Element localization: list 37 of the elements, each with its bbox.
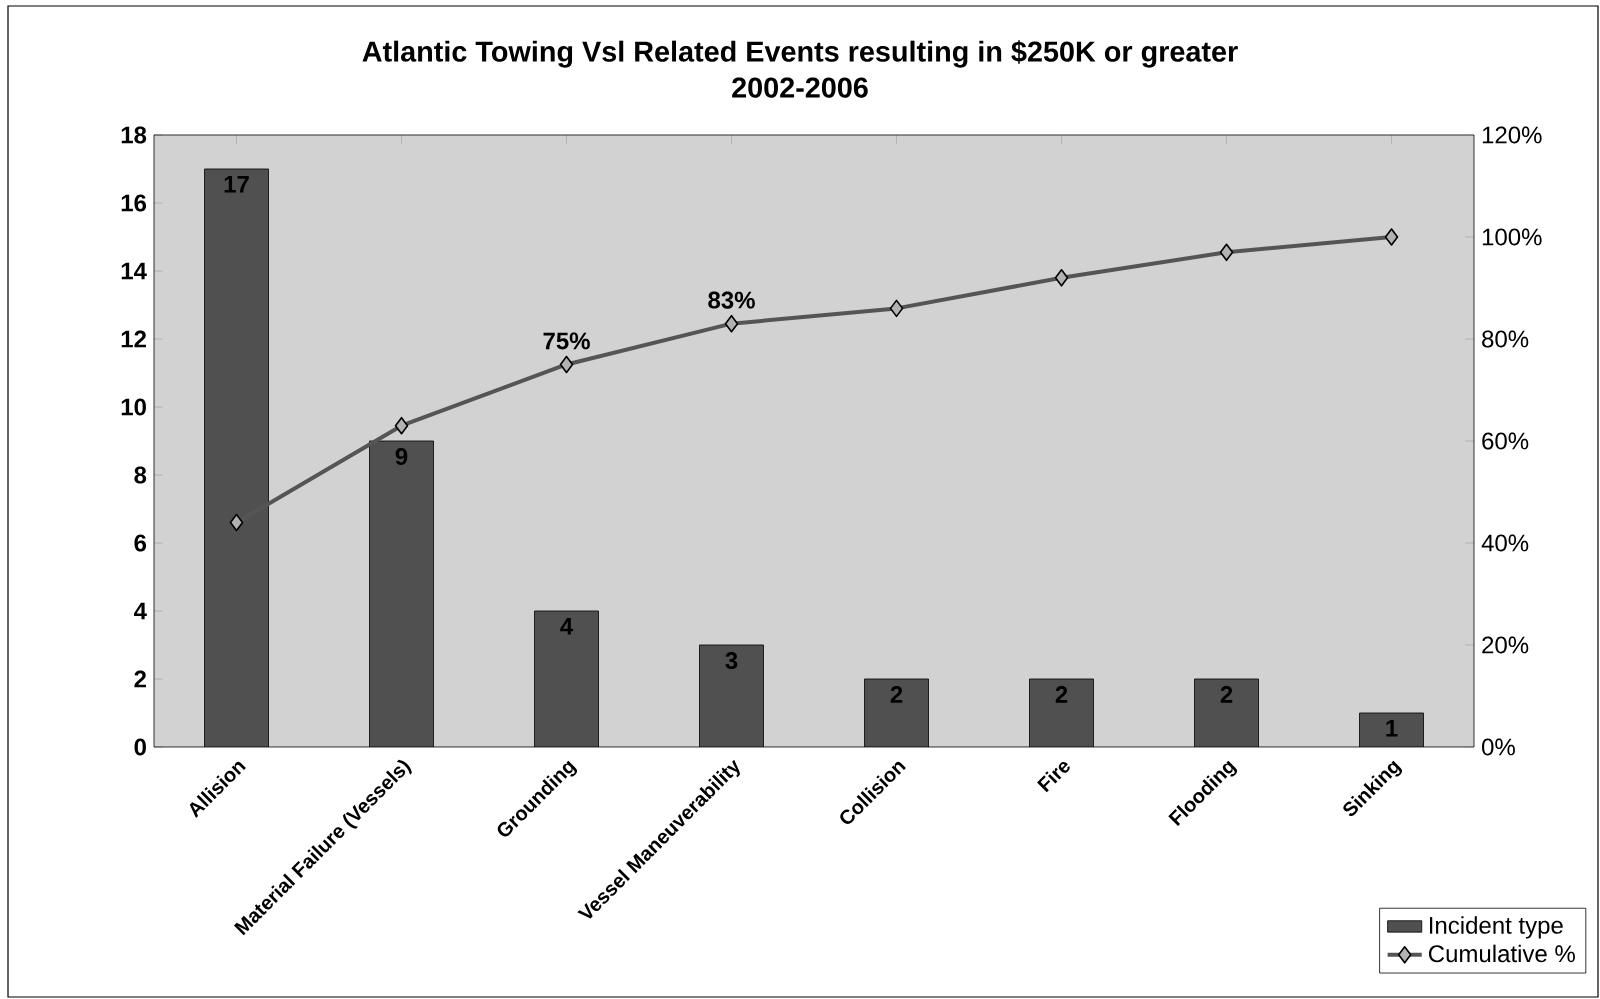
y2-tick-label: 80%: [1482, 330, 1529, 348]
x-tick-label: Fire: [1037, 761, 1070, 793]
y2-tick-label: 40%: [1481, 534, 1529, 552]
data-label: 3: [725, 652, 738, 670]
data-label: 75%: [543, 332, 590, 350]
bar: [1029, 678, 1094, 747]
y-tick-label: 14: [121, 262, 147, 280]
bar: [1194, 678, 1259, 747]
y-tick-label: 4: [133, 602, 147, 620]
data-label: 9: [395, 448, 408, 466]
data-label: 2: [1220, 686, 1233, 703]
y2-tick-label: 20%: [1482, 636, 1529, 654]
data-label: 17: [224, 176, 249, 193]
data-label: 2: [890, 686, 903, 703]
data-label: 2: [1055, 686, 1068, 703]
legend-label: Cumulative %: [1428, 944, 1575, 963]
bar: [534, 610, 599, 747]
y-tick-label: 6: [134, 534, 147, 552]
y-tick-label: 12: [121, 330, 146, 348]
y2-tick-label: 0%: [1482, 738, 1515, 756]
y-tick-label: 18: [121, 126, 147, 144]
data-label: 83%: [708, 291, 755, 309]
y-tick-label: 0: [134, 738, 146, 756]
bar: [699, 644, 764, 747]
y-tick-label: 8: [134, 466, 147, 484]
y2-tick-label: 100%: [1482, 228, 1542, 246]
y2-tick-label: 120%: [1482, 126, 1542, 144]
chart-subtitle: 2002-2006: [732, 77, 868, 98]
chart-title: Atlantic Towing Vsl Related Events resulting in $250K or greater: [362, 40, 1238, 68]
data-label: 1: [1386, 720, 1398, 737]
y-tick-label: 10: [121, 398, 146, 416]
legend-label: Incident type: [1429, 916, 1563, 939]
data-label: 4: [560, 618, 574, 635]
y2-tick-label: 60%: [1482, 432, 1529, 450]
y-tick-label: 16: [121, 194, 147, 212]
y-tick-label: 2: [134, 670, 146, 688]
bar: [864, 678, 929, 747]
